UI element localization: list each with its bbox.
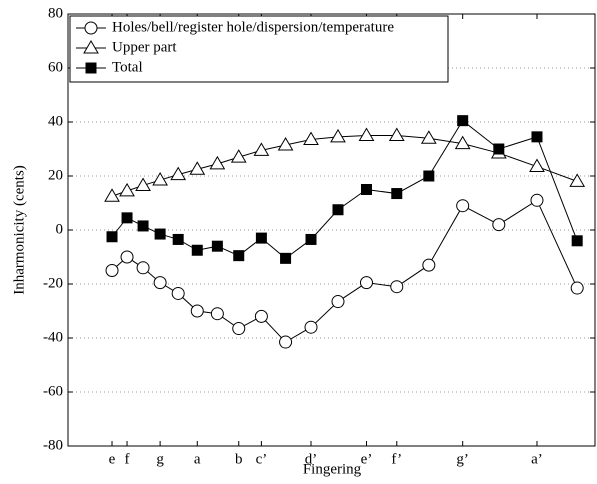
marker — [388, 127, 405, 141]
y-tick-label: 20 — [48, 167, 63, 183]
marker — [493, 143, 505, 155]
marker — [530, 193, 544, 207]
marker — [210, 307, 224, 321]
marker — [171, 286, 185, 300]
marker — [303, 131, 319, 146]
marker — [423, 170, 435, 182]
marker — [253, 142, 270, 156]
y-tick-label: 80 — [48, 5, 63, 21]
x-tick-label: f — [125, 451, 130, 467]
y-axis-label: Inharmonicity (cents) — [11, 165, 27, 295]
x-tick-label: g — [156, 451, 164, 467]
marker — [136, 261, 150, 275]
marker — [454, 135, 471, 150]
marker — [279, 335, 293, 349]
marker — [120, 250, 134, 264]
legend-marker — [84, 21, 98, 35]
marker — [230, 149, 247, 163]
marker — [105, 264, 119, 277]
marker — [456, 199, 470, 213]
y-tick-label: -40 — [43, 329, 63, 345]
marker — [304, 320, 318, 334]
marker — [135, 177, 151, 191]
marker — [492, 218, 506, 232]
x-tick-label: c’ — [256, 451, 268, 467]
y-tick-label: 40 — [48, 113, 63, 129]
marker — [209, 155, 226, 170]
marker — [255, 232, 267, 244]
marker — [190, 304, 204, 318]
marker — [569, 173, 586, 187]
plot-frame — [67, 13, 596, 447]
marker — [170, 166, 187, 181]
marker — [277, 136, 294, 151]
marker — [232, 322, 246, 336]
y-tick-label: -60 — [43, 383, 63, 399]
x-tick-label: b — [235, 451, 243, 467]
series-line — [111, 199, 578, 343]
marker — [191, 244, 203, 256]
marker — [154, 228, 166, 240]
marker — [330, 128, 346, 143]
marker — [106, 231, 118, 243]
marker — [189, 161, 206, 175]
x-tick-label: a — [194, 451, 201, 467]
x-tick-label: g’ — [456, 451, 469, 467]
marker — [305, 233, 317, 245]
legend-label: Upper part — [112, 39, 177, 55]
marker — [531, 131, 543, 143]
marker — [331, 295, 345, 309]
marker — [137, 220, 149, 232]
x-tick-label: a’ — [531, 451, 543, 467]
x-tick-label: e’ — [361, 451, 373, 467]
legend-marker — [85, 62, 97, 74]
y-tick-label: -20 — [43, 275, 63, 291]
x-axis-label: Fingering — [303, 461, 362, 477]
marker — [570, 281, 584, 295]
marker — [280, 252, 292, 264]
marker — [172, 233, 184, 245]
legend-label: Holes/bell/register hole/dispersion/temp… — [112, 19, 394, 35]
y-tick-label: -80 — [43, 437, 63, 453]
x-tick-label: d’ — [305, 451, 318, 467]
marker — [571, 235, 583, 247]
marker — [119, 182, 135, 197]
marker — [422, 258, 436, 272]
marker — [391, 188, 403, 200]
marker — [233, 250, 245, 262]
marker — [360, 184, 372, 195]
legend-marker — [83, 40, 99, 54]
marker — [332, 204, 344, 216]
marker — [104, 188, 120, 202]
marker — [529, 158, 545, 173]
marker — [420, 130, 437, 144]
series-line — [111, 135, 578, 197]
marker — [358, 127, 375, 141]
legend-box — [69, 15, 449, 83]
marker — [390, 280, 404, 294]
marker — [153, 276, 167, 290]
legend-label: Total — [112, 59, 143, 75]
y-tick-label: 0 — [56, 221, 64, 237]
marker — [211, 240, 223, 252]
x-tick-label: e — [109, 451, 116, 467]
marker — [359, 276, 373, 290]
x-tick-label: f’ — [391, 451, 402, 467]
marker — [121, 212, 133, 224]
marker — [457, 115, 469, 127]
y-tick-label: 60 — [48, 59, 63, 75]
marker — [254, 309, 268, 323]
marker — [152, 172, 168, 186]
